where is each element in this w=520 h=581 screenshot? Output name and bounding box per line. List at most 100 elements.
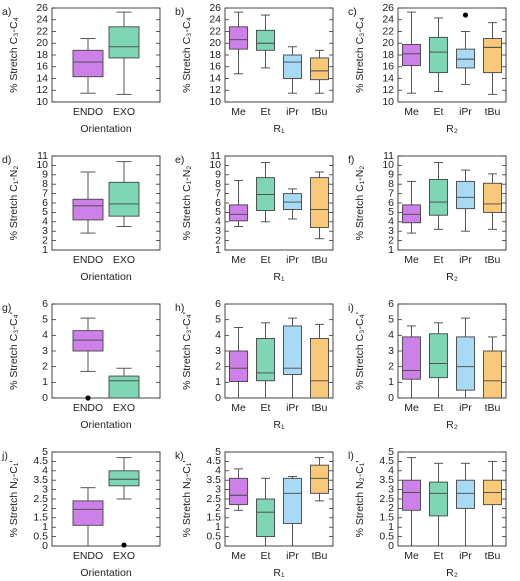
y-axis-title: % Stretch C₃-C₄' [8,312,20,390]
y-tick-label: 4 [388,465,394,477]
box [72,198,104,221]
y-tick-label: 7 [42,187,48,199]
box [402,204,421,224]
panel-label: i) [348,302,354,314]
box [229,350,248,382]
y-tick-label: 1 [388,244,394,256]
x-tick-label: tBu [312,254,328,266]
y-tick-label: 1.5 [379,512,394,524]
x-tick-label: ENDO [73,106,103,118]
y-tick-label: 24 [36,14,48,26]
y-tick-label: 0 [42,540,48,552]
y-tick-label: 4 [42,465,48,477]
x-tick-label: Me [231,402,246,414]
panel: j)% Stretch N₂-C₁' Orientation 00.511.522.… [1,446,161,579]
box [456,479,475,509]
x-tick-label: tBu [485,254,501,266]
x-tick-label: Et [261,254,271,266]
y-tick-label: 10 [209,159,221,171]
box [256,498,275,538]
y-tick-label: 1 [42,244,48,256]
y-tick-label: 1 [42,521,48,533]
outlier [121,542,127,548]
y-tick-label: 12 [382,84,394,96]
y-tick-label: 2 [388,234,394,246]
y-tick-label: 24 [209,14,221,26]
y-axis-title: % Stretch N₂-C₁' [8,461,20,538]
x-tick-label: iPr [459,254,472,266]
y-tick-label: 3 [215,345,221,357]
y-tick-label: 2 [215,234,221,246]
y-tick-label: 0.5 [206,530,221,542]
y-tick-label: 1.5 [33,512,48,524]
x-tick-label: Me [404,106,419,118]
panel-label: e) [175,154,184,166]
y-tick-label: 3 [388,483,394,495]
box [456,48,475,69]
x-tick-label: Me [404,254,419,266]
plot-frame [51,7,161,103]
box [456,180,475,210]
y-tick-label: 0 [215,392,221,404]
y-tick-label: 22 [36,25,48,37]
y-tick-label: 24 [382,14,394,26]
x-axis-title: R₁ [273,567,285,579]
y-tick-label: 1 [388,521,394,533]
x-tick-label: tBu [485,550,501,562]
x-tick-label: Me [231,106,246,118]
box [456,336,475,391]
y-axis-title: % Stretch C₁-N₂ [8,166,20,241]
y-tick-label: 12 [209,84,221,96]
y-tick-label: 20 [36,37,48,49]
x-tick-label: Me [404,402,419,414]
y-tick-label: 2 [42,502,48,514]
y-tick-label: 10 [382,159,394,171]
y-tick-label: 4 [215,329,221,341]
box [310,338,329,399]
x-tick-label: Me [231,550,246,562]
box [229,477,248,506]
panel: g)% Stretch C₃-C₄' Orientation 0 1 2 3 4 5 6 ENDO… [2,298,161,431]
box [283,325,302,375]
box [483,38,502,74]
panel: l)% Stretch N₂-C₁' R₂ 00.511.522.533.544.5… [348,446,507,579]
panel-label: a) [2,6,11,18]
y-tick-label: 5 [388,206,394,218]
x-tick-label: Et [261,550,271,562]
y-tick-label: 3 [388,225,394,237]
plot-frame [51,451,161,547]
y-tick-label: 5 [388,313,394,325]
x-axis-title: R₂ [446,123,458,135]
y-tick-label: 6 [215,197,221,209]
x-tick-label: tBu [312,106,328,118]
y-tick-label: 2 [388,360,394,372]
y-tick-label: 2 [388,502,394,514]
outlier [462,12,469,18]
y-tick-label: 8 [388,178,394,190]
y-tick-label: 3.5 [379,474,394,486]
y-tick-label: 9 [388,169,394,181]
x-tick-label: tBu [485,402,501,414]
box [283,193,302,211]
y-tick-label: 4 [388,216,394,228]
y-tick-label: 18 [209,49,221,61]
y-tick-label: 3 [42,345,48,357]
y-tick-label: 26 [36,2,48,14]
box [256,177,275,211]
y-tick-label: 10 [382,96,394,108]
y-tick-label: 3 [42,483,48,495]
box [429,481,448,517]
panel-label: c) [348,6,357,18]
x-tick-label: ENDO [73,550,103,562]
y-tick-label: 4 [215,465,221,477]
y-tick-label: 5 [388,446,394,458]
box [229,204,248,222]
box [72,49,104,78]
y-tick-label: 3 [215,225,221,237]
x-axis-title: R₂ [446,567,458,579]
box [256,338,275,382]
y-axis-title: % Stretch C₃-C₄' [181,312,193,390]
y-tick-label: 22 [382,25,394,37]
